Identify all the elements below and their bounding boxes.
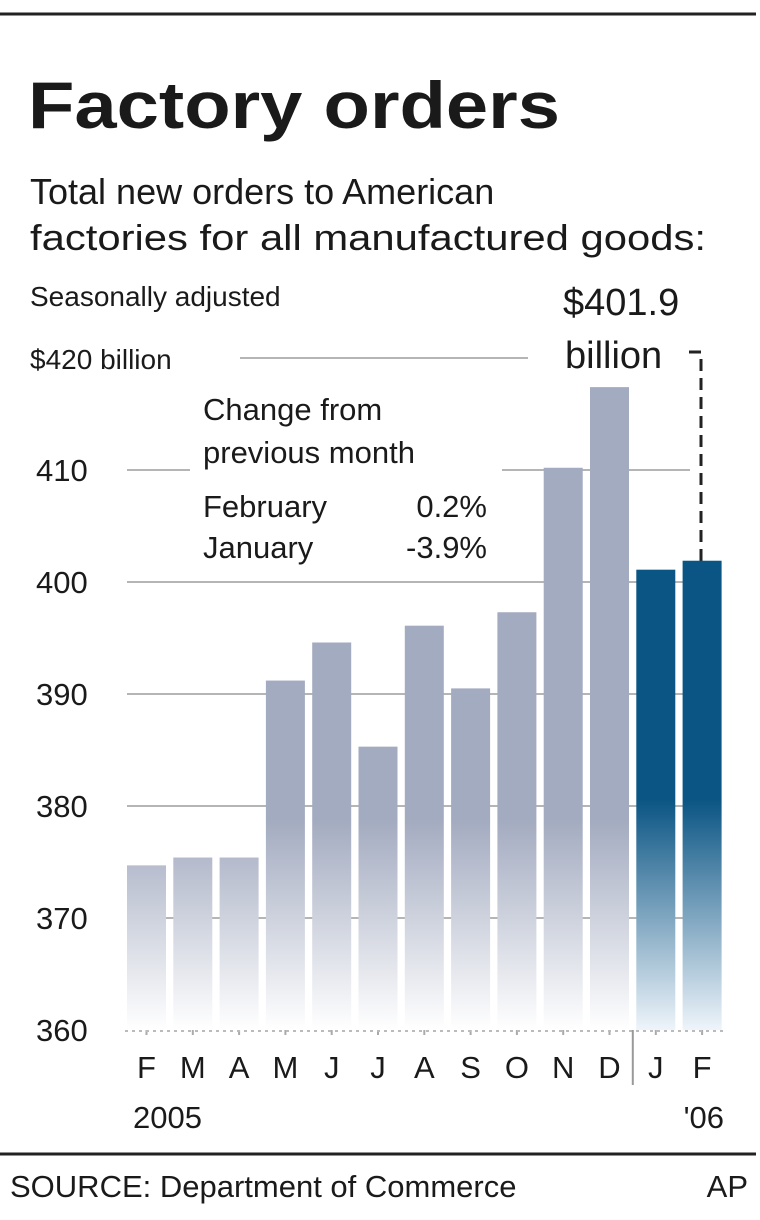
change-value-feb: 0.2% [416,489,487,524]
y-tick-label-380: 380 [36,789,88,824]
change-value-jan: -3.9% [406,530,487,565]
callout-leader-line [689,350,703,563]
year-label-2005: 2005 [133,1100,202,1135]
bars [127,387,722,1030]
x-tick-label-10: D [598,1050,620,1085]
x-tick-label-11: J [648,1050,664,1085]
bar-10 [590,387,629,1030]
subtitle-line-2: factories for all manufactured goods: [30,217,706,258]
y-tick-label-410: 410 [36,453,88,488]
seasonal-note: Seasonally adjusted [30,281,281,312]
y-tick-label-360: 360 [36,1013,88,1048]
y-tick-label-400: 400 [36,565,88,600]
bar-9 [543,467,583,1030]
chart-title: Factory orders [28,68,560,142]
bar-8 [497,612,537,1030]
y-axis: 360 370 380 390 400 410 $420 billion [30,344,172,1048]
y-tick-label-370: 370 [36,901,88,936]
x-tick-label-8: O [505,1050,529,1085]
x-tick-label-2: A [229,1050,250,1085]
credit: AP [707,1169,748,1204]
y-tick-label-420: $420 billion [30,344,172,375]
bar-0 [127,865,166,1030]
x-tick-label-7: S [460,1050,481,1085]
bar-12 [682,560,722,1030]
bar-5 [358,746,398,1030]
change-box-background [190,388,502,568]
y-tick-label-390: 390 [36,677,88,712]
x-tick-label-5: J [370,1050,386,1085]
x-tick-label-6: A [414,1050,435,1085]
change-heading-1: Change from [203,392,382,427]
bar-4 [312,642,352,1030]
x-tick-label-4: J [324,1050,340,1085]
x-tick-label-1: M [180,1050,206,1085]
x-tick-label-3: M [272,1050,298,1085]
x-tick-label-0: F [137,1050,156,1085]
x-tick-label-12: F [693,1050,712,1085]
callout-unit: billion [565,335,662,377]
subtitle-line-1: Total new orders to American [30,171,494,212]
bar-2 [219,857,259,1030]
change-heading-2: previous month [203,435,415,470]
source-note: SOURCE: Department of Commerce [10,1169,516,1204]
bar-3 [265,680,305,1030]
year-label-06: '06 [684,1100,724,1135]
x-tick-label-9: N [552,1050,574,1085]
change-month-feb: February [203,489,328,524]
bar-1 [173,857,213,1030]
bar-11 [636,569,676,1030]
bar-7 [451,688,491,1030]
change-month-jan: January [203,530,314,565]
callout-value: $401.9 [563,282,679,324]
bar-6 [404,625,444,1030]
